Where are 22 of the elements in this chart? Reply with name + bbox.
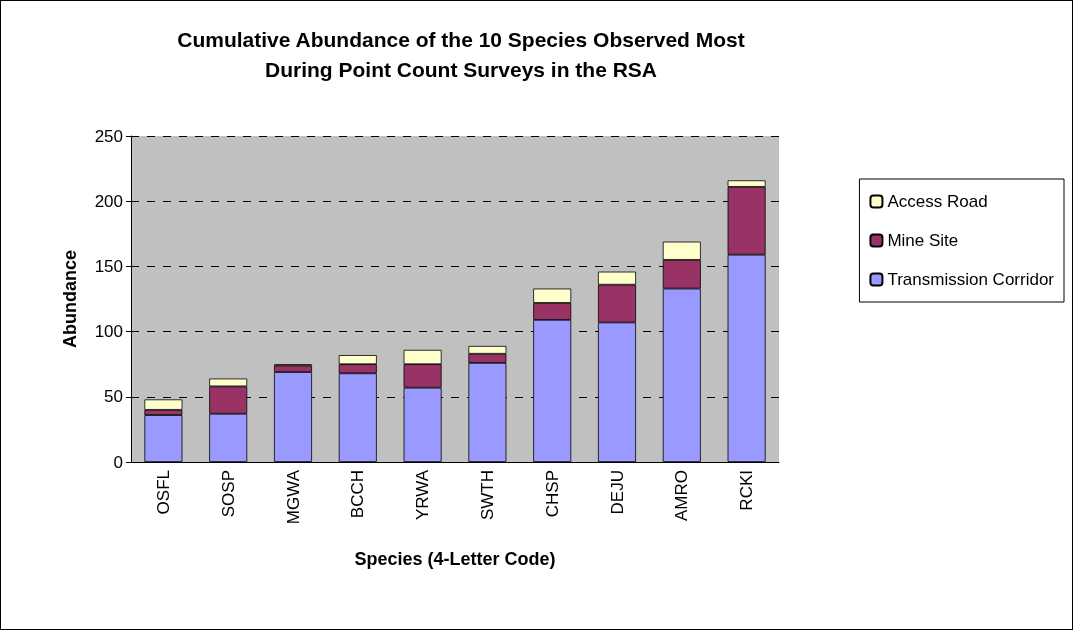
y-tick-label: 0	[113, 452, 123, 472]
x-tick-label: BCCH	[348, 470, 368, 519]
x-tick-label: YRWA	[413, 469, 433, 521]
x-tick-label: AMRO	[672, 470, 692, 521]
x-tick-label: SOSP	[218, 470, 238, 518]
legend-label: Access Road	[887, 192, 988, 211]
y-tick-label: 150	[94, 256, 123, 276]
chart-title: Cumulative Abundance of the 10 Species Observed Most During Point Count Surveys in the RSA	[177, 27, 745, 81]
x-tick-label: SWTH	[477, 470, 497, 521]
x-tick-label: DEJU	[607, 470, 627, 515]
x-tick-label: CHSP	[542, 470, 562, 518]
x-tick-label: MGWA	[283, 469, 303, 525]
x-tick-label: OSFL	[153, 470, 173, 515]
y-tick-label: 250	[94, 126, 123, 146]
y-tick-label: 200	[94, 191, 123, 211]
y-tick-label: 50	[104, 387, 123, 407]
y-axis-title: Abundance	[60, 249, 80, 349]
x-tick-label: RCKI	[737, 470, 757, 511]
y-tick-label: 100	[94, 322, 123, 342]
legend-label: Mine Site	[887, 231, 959, 250]
x-axis-title: Species (4-Letter Code)	[354, 549, 556, 569]
legend-label: Transmission Corridor	[887, 270, 1055, 289]
